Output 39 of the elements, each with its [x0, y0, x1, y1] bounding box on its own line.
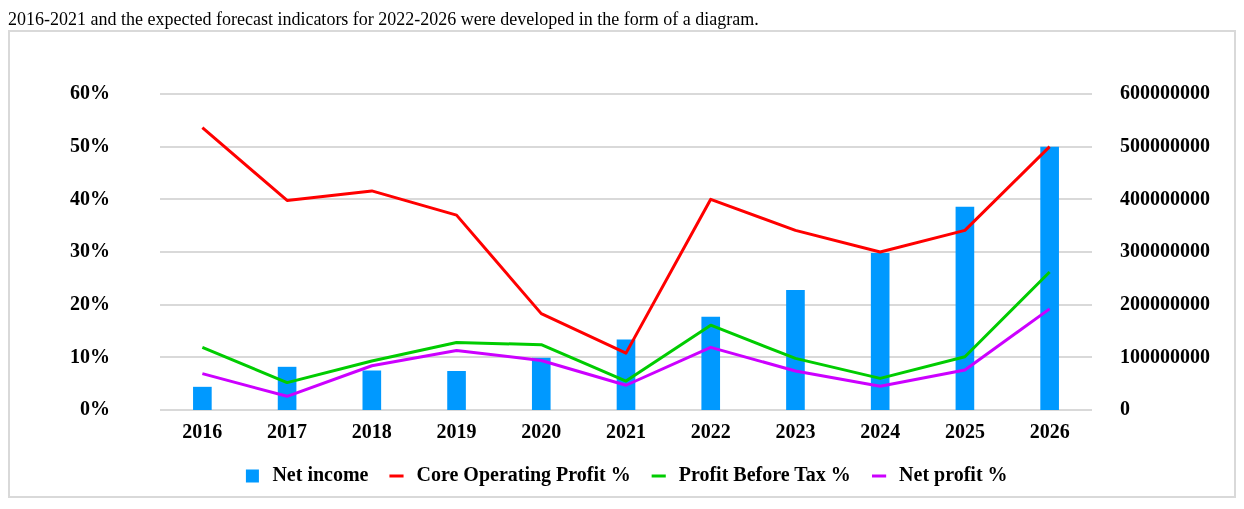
bar — [193, 386, 212, 410]
legend-label: Profit Before Tax % — [678, 463, 851, 486]
bar — [870, 253, 890, 410]
bar — [1040, 146, 1059, 410]
y2-tick-label: 400000000 — [1120, 186, 1210, 209]
y-tick-label: 20% — [70, 291, 110, 314]
x-tick-label: 2024 — [860, 420, 901, 443]
y2-tick-label: 200000000 — [1120, 291, 1210, 314]
y-tick-label: 0% — [80, 397, 110, 420]
bar — [701, 316, 721, 410]
bar — [955, 206, 975, 410]
bar — [447, 371, 466, 410]
legend-label: Net profit % — [899, 463, 1008, 487]
x-tick-label: 2017 — [267, 420, 308, 443]
y-tick-label: 50% — [70, 133, 110, 156]
y-tick-label: 30% — [70, 239, 110, 262]
x-tick-label: 2026 — [1029, 420, 1070, 443]
x-tick-label: 2021 — [606, 420, 646, 443]
text: 2016-2021 and the expected forecast indicators for 2022-2026 were developed in the form of a diagram. — [8, 8, 760, 30]
legend-label: Core Operating Profit % — [416, 463, 631, 487]
x-tick-label: 2025 — [944, 420, 985, 443]
x-tick-label: 2016 — [182, 420, 223, 443]
x-tick-label: 2023 — [775, 420, 816, 443]
y2-tick-label: 100000000 — [1120, 344, 1210, 367]
y-tick-label: 40% — [70, 186, 110, 209]
y2-tick-label: 500000000 — [1120, 133, 1210, 156]
y2-tick-label: 300000000 — [1120, 239, 1210, 262]
y2-tick-label: 600000000 — [1120, 81, 1210, 104]
x-tick-label: 2019 — [436, 420, 477, 443]
x-tick-label: 2018 — [351, 420, 392, 443]
bar — [362, 370, 382, 410]
bar — [786, 289, 805, 410]
legend-label: Net income — [272, 463, 369, 486]
y-tick-label: 60% — [70, 81, 110, 104]
x-tick-label: 2020 — [521, 420, 562, 443]
bar — [531, 357, 551, 410]
y-tick-label: 10% — [70, 344, 110, 367]
x-tick-label: 2022 — [690, 420, 731, 443]
y2-tick-label: 0 — [1120, 397, 1130, 420]
